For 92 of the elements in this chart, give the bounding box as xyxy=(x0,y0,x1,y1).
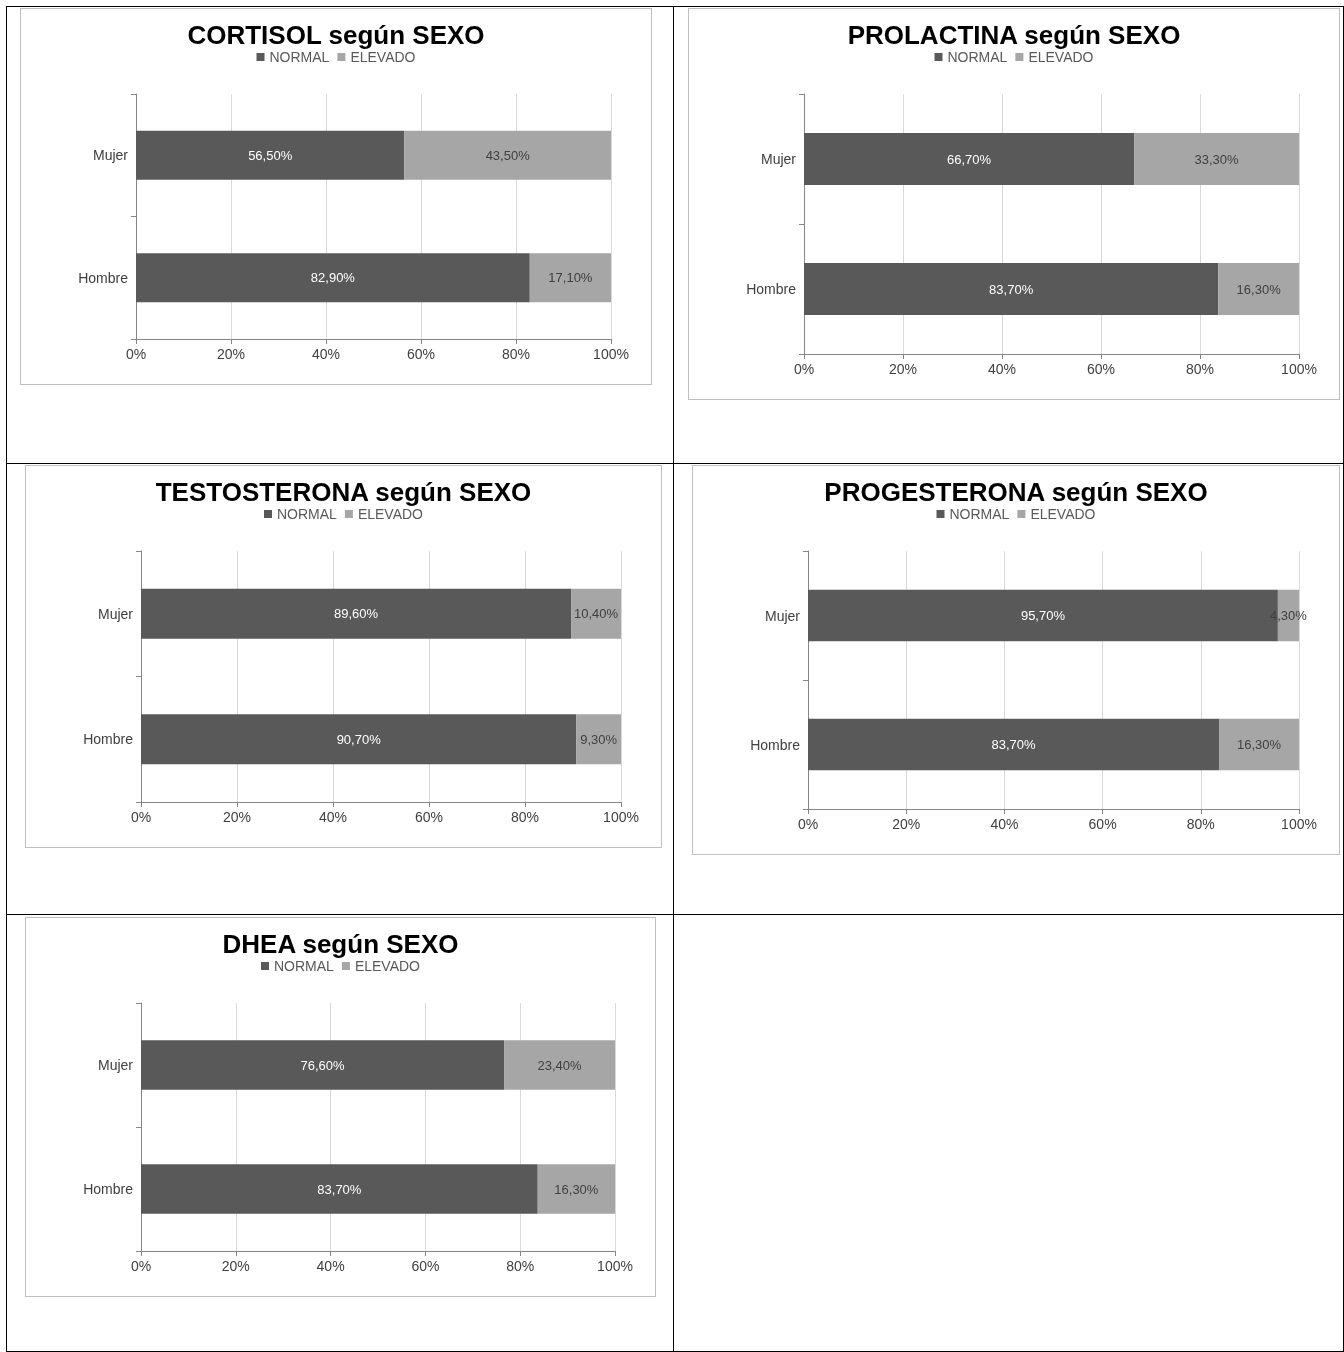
data-label: 43,50% xyxy=(485,147,531,163)
bar xyxy=(804,133,1135,185)
bar xyxy=(576,714,621,765)
x-tick-label: 100% xyxy=(1281,361,1317,377)
legend-label: ELEVADO xyxy=(350,49,416,65)
bar xyxy=(1134,133,1299,185)
data-label: 90,70% xyxy=(336,731,382,747)
data-label: 16,30% xyxy=(1236,737,1282,752)
y-tick-label: Mujer xyxy=(97,605,134,622)
data-label: 17,10% xyxy=(548,270,593,286)
chart-title: PROGESTERONA según SEXO xyxy=(824,477,1208,507)
x-tick-label: 80% xyxy=(501,346,531,362)
bar xyxy=(1218,718,1299,771)
x-tick-label: 40% xyxy=(316,1258,345,1274)
x-tick-label: 60% xyxy=(411,1258,440,1274)
data-label: 82,90% xyxy=(310,270,356,286)
bar xyxy=(141,588,572,639)
data-label: 33,30% xyxy=(1194,151,1240,167)
x-tick-label: 100% xyxy=(593,346,629,362)
x-tick-label: 100% xyxy=(597,1258,633,1274)
x-tick-label: 20% xyxy=(892,816,921,832)
y-tick-label: Mujer xyxy=(760,151,797,167)
bar xyxy=(136,130,405,180)
data-label: 16,30% xyxy=(554,1181,599,1197)
x-tick-label: 80% xyxy=(506,1258,535,1274)
chart-title: TESTOSTERONA según SEXO xyxy=(155,477,532,507)
data-label: 95,70% xyxy=(1020,608,1066,623)
x-tick-label: 0% xyxy=(125,346,147,362)
bar xyxy=(504,1040,615,1090)
y-tick-label: Mujer xyxy=(92,147,129,164)
bar xyxy=(404,130,611,180)
x-tick-label: 20% xyxy=(216,346,246,362)
data-label: 76,60% xyxy=(300,1057,346,1073)
data-label: 83,70% xyxy=(989,281,1034,297)
data-label: 83,70% xyxy=(991,737,1036,752)
legend-label: ELEVADO xyxy=(354,958,421,974)
legend-label: NORMAL xyxy=(947,49,1008,65)
y-tick-label: Hombre xyxy=(78,269,129,286)
bar xyxy=(1218,263,1299,315)
legend-label: NORMAL xyxy=(269,49,330,65)
x-tick-label: 40% xyxy=(318,809,348,825)
x-tick-label: 60% xyxy=(1086,361,1116,377)
data-label: 9,30% xyxy=(580,731,618,747)
legend-label: ELEVADO xyxy=(1028,49,1094,65)
x-tick-label: 60% xyxy=(414,809,444,825)
x-tick-label: 100% xyxy=(1281,816,1317,832)
bar xyxy=(571,588,621,639)
legend-label: ELEVADO xyxy=(357,506,424,522)
x-tick-label: 0% xyxy=(793,361,815,377)
x-tick-label: 40% xyxy=(311,346,341,362)
x-tick-label: 20% xyxy=(222,809,252,825)
chart-title: DHEA según SEXO xyxy=(222,929,459,959)
data-label: 10,40% xyxy=(573,606,619,622)
bar xyxy=(141,1164,538,1214)
bar xyxy=(136,253,530,303)
y-tick-label: Hombre xyxy=(83,731,134,748)
x-tick-label: 80% xyxy=(1186,816,1215,832)
y-tick-label: Hombre xyxy=(746,281,797,297)
y-tick-label: Mujer xyxy=(764,607,801,624)
data-label: 16,30% xyxy=(1236,281,1282,297)
y-tick-label: Hombre xyxy=(750,736,801,753)
data-label: 89,60% xyxy=(333,606,379,622)
legend-label: NORMAL xyxy=(949,506,1010,522)
y-tick-label: Hombre xyxy=(83,1181,134,1197)
x-tick-label: 20% xyxy=(221,1258,250,1274)
data-label: 83,70% xyxy=(317,1181,362,1197)
bar xyxy=(804,263,1219,315)
bar xyxy=(141,1040,505,1090)
x-tick-label: 80% xyxy=(1185,361,1215,377)
data-label: 56,50% xyxy=(248,147,293,163)
x-tick-label: 100% xyxy=(603,809,639,825)
data-label: 66,70% xyxy=(947,151,992,167)
legend-label: NORMAL xyxy=(277,506,338,522)
x-tick-label: 0% xyxy=(130,1258,152,1274)
x-tick-label: 0% xyxy=(797,816,819,832)
data-label: 23,40% xyxy=(537,1057,583,1073)
legend-label: NORMAL xyxy=(274,958,335,974)
x-tick-label: 60% xyxy=(1088,816,1117,832)
x-tick-label: 40% xyxy=(987,361,1017,377)
bar xyxy=(141,714,577,765)
chart-title: PROLACTINA según SEXO xyxy=(847,20,1181,50)
x-tick-label: 80% xyxy=(510,809,540,825)
x-tick-label: 60% xyxy=(406,346,436,362)
bar xyxy=(808,718,1219,771)
bar xyxy=(537,1164,615,1214)
chart-title: CORTISOL según SEXO xyxy=(187,20,485,50)
x-tick-label: 0% xyxy=(130,809,152,825)
y-tick-label: Mujer xyxy=(97,1057,134,1073)
bar xyxy=(529,253,611,303)
x-tick-label: 20% xyxy=(888,361,918,377)
legend-label: ELEVADO xyxy=(1030,506,1096,522)
x-tick-label: 40% xyxy=(990,816,1019,832)
